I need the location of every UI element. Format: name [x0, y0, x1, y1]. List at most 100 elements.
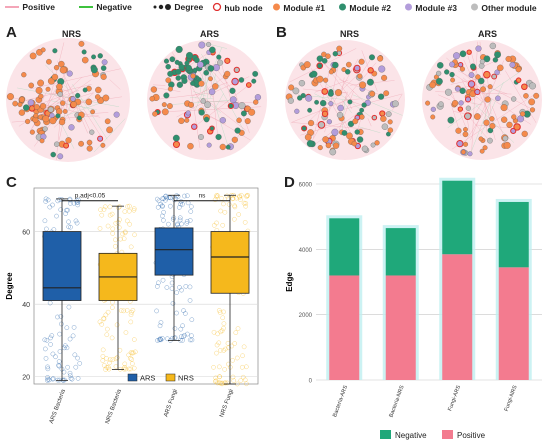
network-node: [198, 41, 206, 49]
jitter-point: [211, 364, 216, 370]
network-node: [429, 81, 436, 89]
jitter-point: [211, 329, 217, 335]
jitter-point: [67, 370, 73, 376]
network-node: [224, 70, 231, 77]
network-node: [467, 151, 473, 157]
hub-node: [379, 110, 386, 117]
network-node: [18, 96, 25, 103]
jitter-point: [48, 335, 53, 341]
network-node: [438, 101, 444, 107]
network-node: [455, 86, 461, 92]
network-node: [463, 141, 469, 147]
network-node: [18, 109, 26, 116]
network-node: [495, 95, 501, 102]
jitter-point: [182, 193, 187, 199]
jitter-point: [230, 196, 236, 202]
jitter-point: [220, 315, 226, 321]
jitter-point: [167, 203, 173, 209]
network-node: [12, 100, 18, 107]
network-node: [58, 118, 66, 126]
network-node: [150, 86, 157, 93]
jitter-point: [185, 193, 190, 199]
network-node: [369, 90, 376, 97]
legend-degree: Degree: [152, 2, 203, 12]
network-node: [17, 102, 23, 108]
network-node: [322, 136, 329, 143]
network-node: [82, 87, 88, 93]
network-node: [244, 118, 251, 125]
hub-node: [457, 106, 464, 112]
network-edge: [155, 87, 181, 92]
network-node: [81, 56, 89, 64]
jitter-point: [216, 340, 222, 346]
network-node: [332, 51, 338, 57]
jitter-point: [242, 219, 248, 225]
network-node: [33, 113, 39, 119]
jitter-point: [124, 307, 130, 313]
network-node: [425, 100, 431, 106]
x-tick-label: ARS Fungi: [163, 389, 179, 418]
jitter-point: [50, 376, 56, 382]
jitter-point: [57, 197, 62, 202]
jitter-point: [224, 193, 230, 199]
jitter-point: [178, 201, 184, 207]
hub-node: [97, 135, 104, 142]
legend-module1: Module #1: [272, 2, 325, 13]
jitter-point: [122, 364, 128, 370]
network-node: [172, 134, 180, 142]
jitter-point: [232, 204, 238, 210]
jitter-point: [216, 364, 222, 370]
legend-degree-label: Degree: [174, 2, 204, 12]
network-node: [323, 77, 329, 83]
jitter-point: [174, 290, 179, 295]
network-node: [381, 123, 389, 130]
network-2: [285, 40, 405, 160]
network-edge: [291, 122, 371, 130]
network-node: [45, 86, 51, 92]
bar-negative-1: [385, 228, 416, 276]
network-node: [62, 109, 68, 114]
panel-b-letter: B: [276, 24, 287, 41]
network-node: [392, 100, 399, 108]
legend-module2: Module #2: [338, 2, 391, 13]
network-node: [100, 73, 107, 80]
network-node: [475, 74, 481, 80]
network-node: [58, 60, 65, 68]
legend-label-ars: ARS: [140, 374, 155, 383]
jitter-point: [131, 206, 137, 211]
jitter-point: [155, 338, 160, 343]
network-node: [303, 61, 311, 69]
network-node: [447, 116, 455, 124]
bar-negative-2: [442, 180, 473, 255]
network-edge: [324, 67, 339, 133]
network-node: [206, 142, 212, 148]
network-node: [377, 55, 384, 62]
network-node: [174, 59, 180, 65]
jitter-point: [56, 363, 62, 369]
network-node: [251, 78, 257, 84]
legend-module1-label: Module #1: [283, 3, 325, 13]
jitter-point: [99, 212, 105, 218]
network-node: [175, 45, 183, 53]
network-node: [366, 78, 374, 86]
network-node: [450, 77, 456, 83]
legend-positive-label: Positive: [22, 2, 55, 12]
network-edge: [475, 92, 488, 114]
jitter-point: [75, 376, 81, 381]
network-node: [167, 70, 174, 77]
jitter-point: [182, 333, 187, 338]
jitter-point: [132, 232, 137, 238]
network-node: [169, 56, 176, 63]
y-tick-label: 2000: [299, 313, 313, 319]
jitter-point: [158, 337, 163, 342]
network-node: [297, 95, 303, 101]
network-node: [161, 102, 167, 108]
network-edge: [214, 102, 229, 149]
jitter-point: [238, 197, 243, 202]
jitter-point: [238, 378, 244, 383]
legend-swatch-negative: [380, 430, 391, 439]
network-node: [304, 133, 312, 141]
jitter-point: [69, 376, 75, 382]
y-axis-label: Edge: [285, 272, 294, 292]
legend-swatch-ars: [127, 373, 138, 382]
